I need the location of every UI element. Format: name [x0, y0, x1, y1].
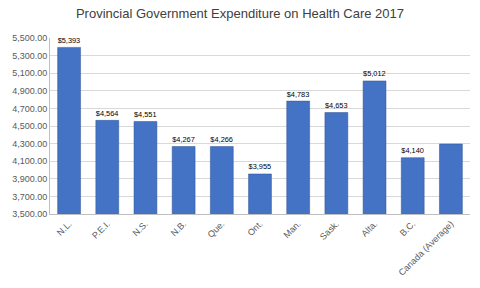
svg-text:Sask.: Sask. [318, 219, 341, 242]
svg-text:Ont.: Ont. [245, 219, 264, 238]
svg-text:$4,266: $4,266 [210, 135, 233, 144]
svg-text:4,300.00: 4,300.00 [12, 139, 47, 149]
svg-text:$4,783: $4,783 [287, 90, 310, 99]
svg-text:Provincial Government Expendit: Provincial Government Expenditure on Hea… [76, 6, 404, 21]
svg-text:3,700.00: 3,700.00 [12, 192, 47, 202]
svg-text:$4,564: $4,564 [96, 109, 119, 118]
svg-text:N.L.: N.L. [55, 219, 74, 238]
svg-text:4,100.00: 4,100.00 [12, 156, 47, 166]
svg-text:P.E.I.: P.E.I. [90, 219, 112, 241]
svg-text:5,300.00: 5,300.00 [12, 51, 47, 61]
svg-text:4,900.00: 4,900.00 [12, 86, 47, 96]
svg-text:3,900.00: 3,900.00 [12, 174, 47, 184]
svg-text:Man.: Man. [282, 219, 303, 240]
svg-text:$4,653: $4,653 [325, 101, 348, 110]
svg-text:$5,393: $5,393 [58, 36, 81, 45]
svg-text:$3,955: $3,955 [249, 162, 272, 171]
svg-text:B.C.: B.C. [398, 219, 417, 238]
svg-text:$5,012: $5,012 [363, 69, 386, 78]
svg-text:N.S.: N.S. [131, 219, 150, 238]
svg-text:$4,140: $4,140 [401, 146, 424, 155]
svg-text:5,500.00: 5,500.00 [12, 33, 47, 43]
svg-text:4,700.00: 4,700.00 [12, 104, 47, 114]
svg-text:N.B.: N.B. [169, 219, 188, 238]
svg-text:4,500.00: 4,500.00 [12, 121, 47, 131]
svg-text:Canada (Average): Canada (Average) [397, 219, 456, 278]
svg-text:3,500.00: 3,500.00 [12, 209, 47, 219]
svg-text:$4,267: $4,267 [172, 135, 195, 144]
svg-text:$4,551: $4,551 [134, 110, 157, 119]
svg-text:Alta.: Alta. [359, 219, 379, 239]
svg-text:5,100.00: 5,100.00 [12, 68, 47, 78]
svg-text:Que.: Que. [206, 219, 227, 240]
